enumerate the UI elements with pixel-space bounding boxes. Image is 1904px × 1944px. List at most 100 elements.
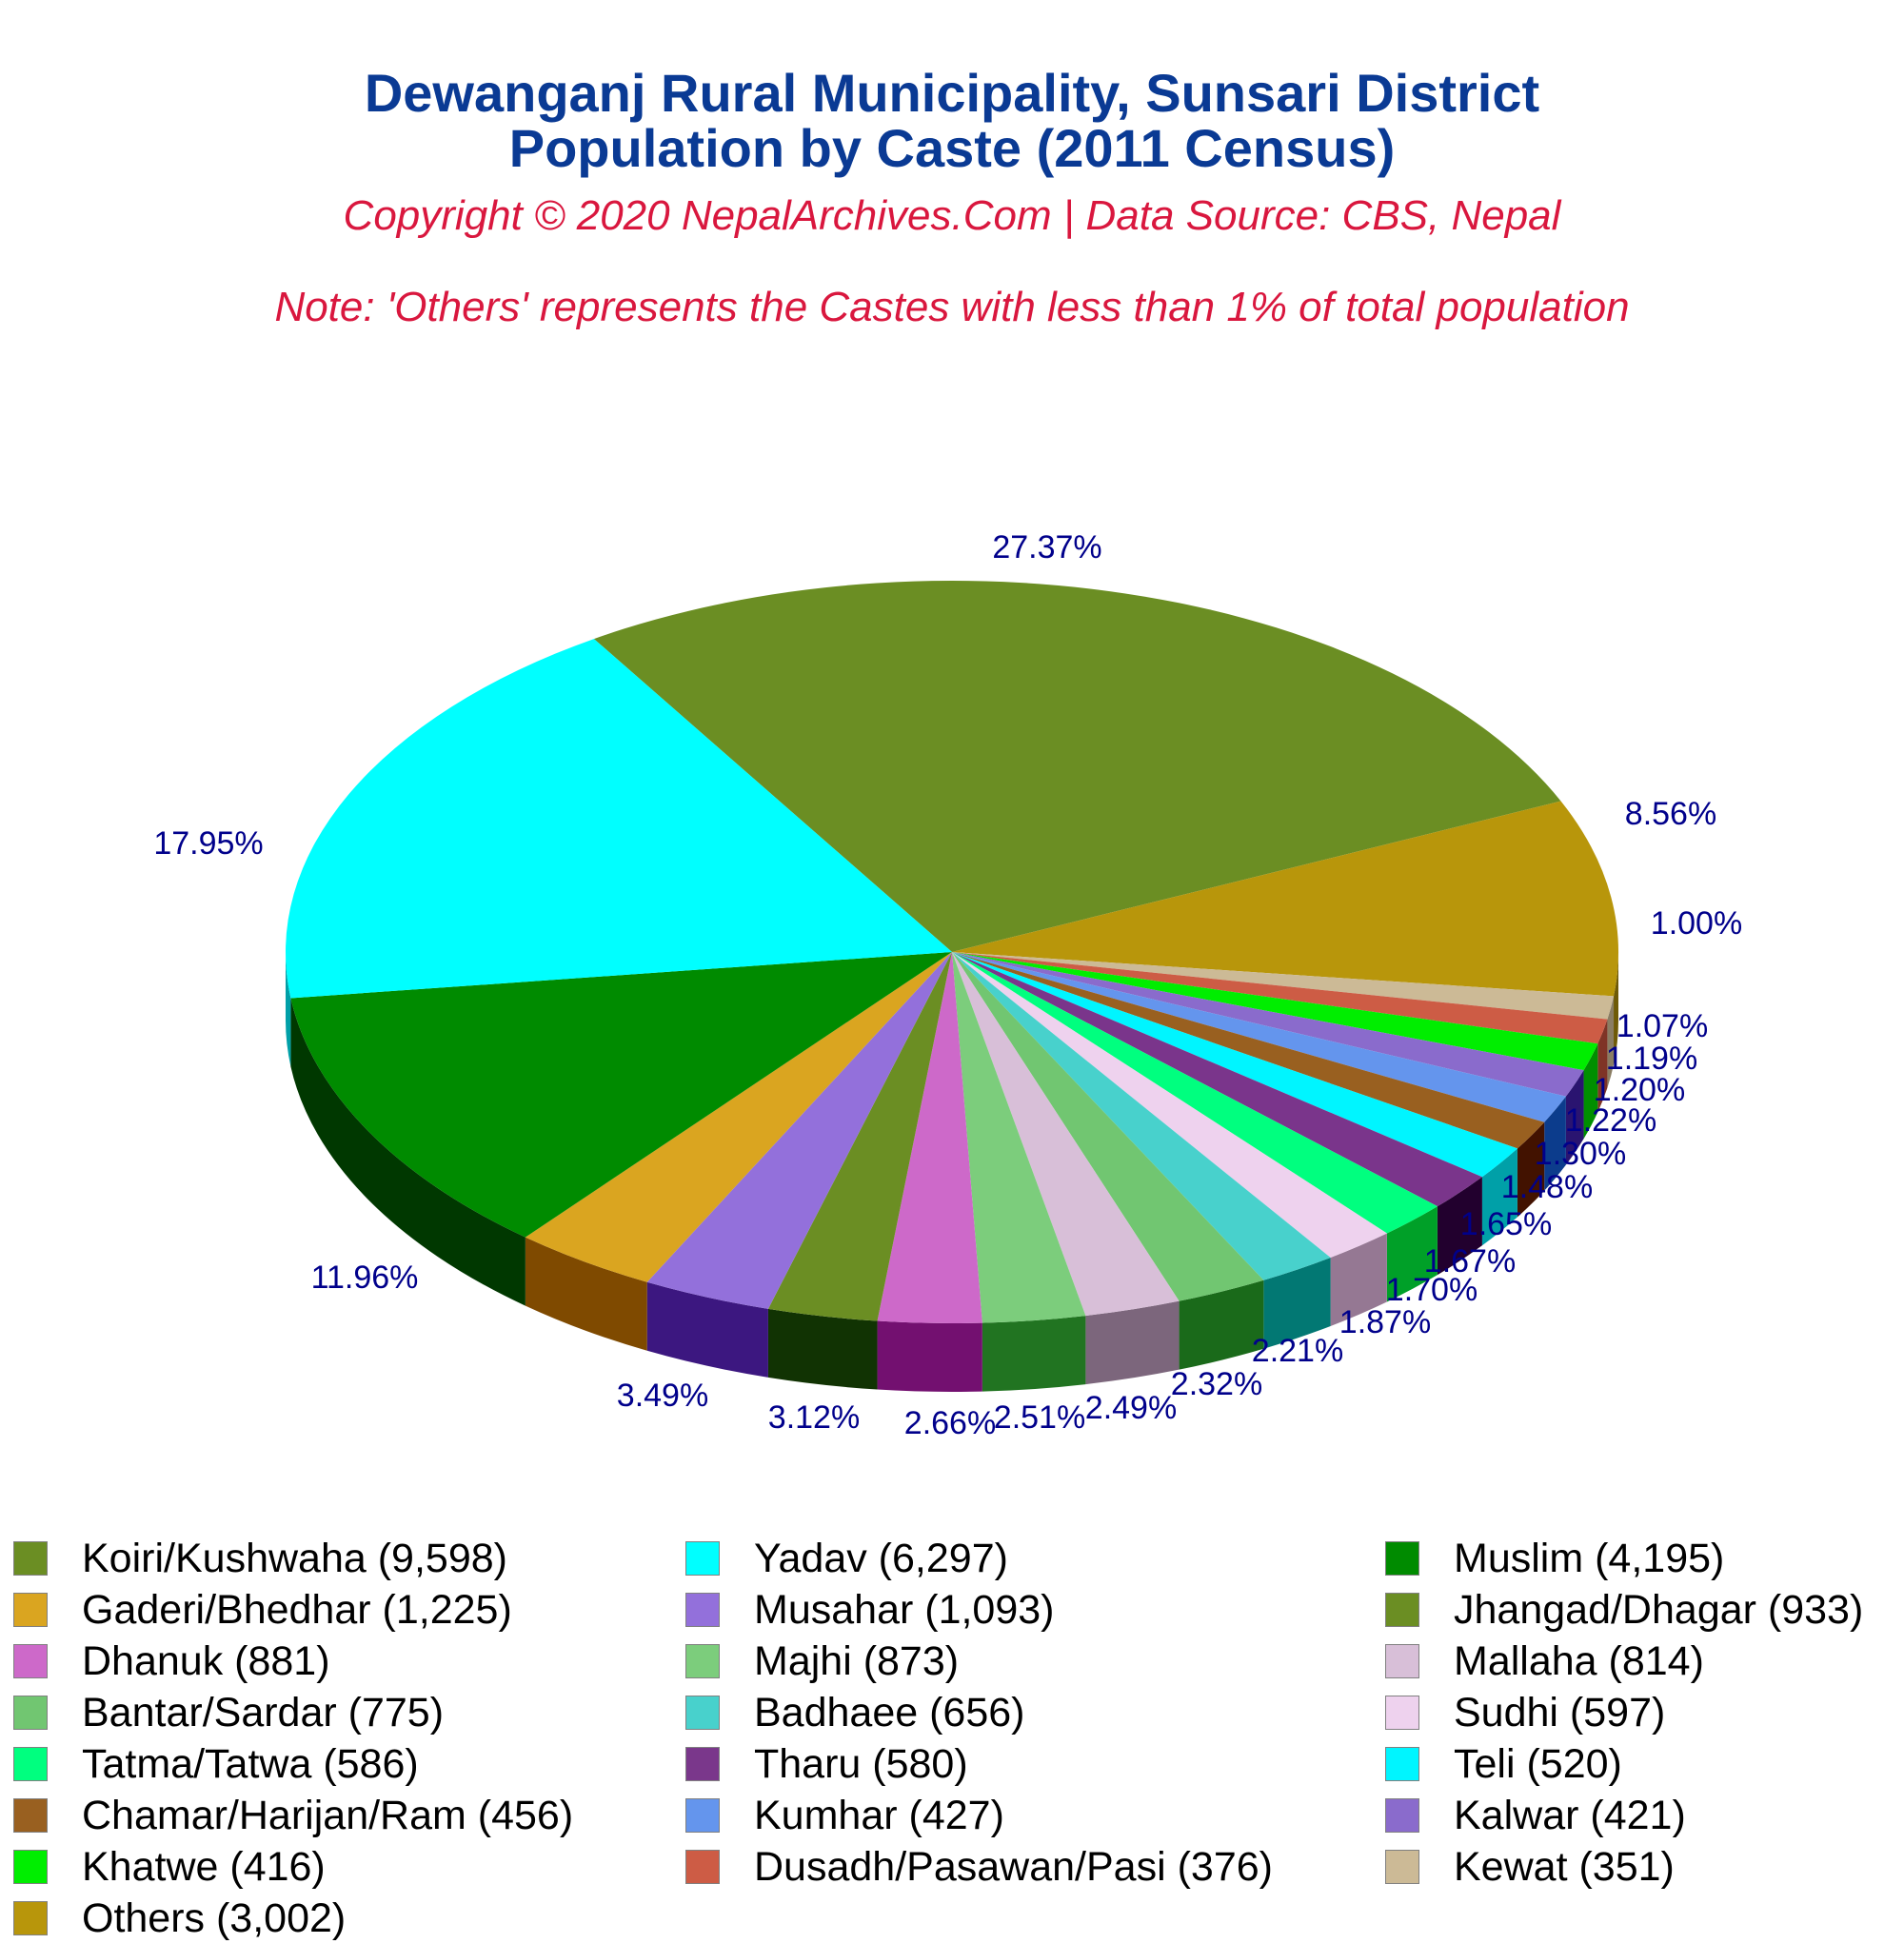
pie-sides	[286, 952, 1618, 1392]
legend-item-kumhar: Kumhar (427)	[685, 1790, 1004, 1841]
legend-label: Muslim (4,195)	[1454, 1535, 1725, 1581]
slice-side-tharu	[1437, 1177, 1482, 1276]
legend-swatch	[13, 1747, 48, 1781]
legend-item-majhi: Majhi (873)	[685, 1636, 959, 1687]
legend-label: Musahar (1,093)	[754, 1586, 1055, 1633]
legend-label: Teli (520)	[1454, 1740, 1622, 1787]
slice-majhi	[952, 952, 1086, 1323]
legend-swatch	[1385, 1541, 1419, 1576]
slice-jhangad-dhagar	[767, 952, 952, 1321]
note-subtitle: Note: 'Others' represents the Castes wit…	[274, 284, 1630, 330]
slice-side-mallaha	[1085, 1300, 1180, 1385]
legend-item-bantar-sardar: Bantar/Sardar (775)	[13, 1687, 444, 1738]
copyright-subtitle: Copyright © 2020 NepalArchives.Com | Dat…	[343, 192, 1561, 239]
slice-gaderi-bhedhar	[525, 952, 952, 1282]
pct-label-dusadh-pasawan-pasi: 1.07%	[1616, 1008, 1708, 1044]
slice-side-others	[1614, 952, 1618, 1065]
pct-label-dhanuk: 2.51%	[994, 1399, 1085, 1436]
slice-side-muslim	[290, 998, 526, 1306]
legend-swatch	[685, 1798, 720, 1833]
pct-label-kewat: 1.00%	[1651, 905, 1742, 942]
slice-side-kewat	[1607, 996, 1615, 1088]
legend-label: Sudhi (597)	[1454, 1689, 1666, 1736]
slice-side-badhaee	[1263, 1257, 1331, 1349]
slice-koiri-kushwaha	[593, 581, 1561, 952]
legend-item-chamar-harijan-ram: Chamar/Harijan/Ram (456)	[13, 1790, 573, 1841]
legend-swatch	[1385, 1593, 1419, 1627]
pct-label-kalwar: 1.20%	[1594, 1072, 1685, 1108]
legend-swatch	[1385, 1798, 1419, 1833]
legend-item-khatwe: Khatwe (416)	[13, 1841, 326, 1893]
legend-label: Others (3,002)	[82, 1894, 347, 1941]
legend-swatch	[13, 1850, 48, 1884]
legend-label: Jhangad/Dhagar (933)	[1454, 1586, 1864, 1633]
pct-label-mallaha: 2.32%	[1171, 1366, 1262, 1402]
legend-item-sudhi: Sudhi (597)	[1385, 1687, 1665, 1738]
legend-label: Yadav (6,297)	[754, 1535, 1008, 1581]
pct-label-bantar-sardar: 2.21%	[1252, 1333, 1343, 1369]
pie-chart: 27.37% 8.56% 1.00% 1.07%1.19%1.20%1.22%1.30…	[153, 529, 1742, 1441]
legend-label: Dusadh/Pasawan/Pasi (376)	[754, 1843, 1273, 1890]
pie-slices	[285, 581, 1618, 1324]
legend-label: Tatma/Tatwa (586)	[82, 1740, 419, 1787]
legend-label: Kumhar (427)	[754, 1792, 1004, 1838]
slice-bantar-sardar	[952, 952, 1264, 1301]
legend-label: Dhanuk (881)	[82, 1637, 330, 1684]
pct-label-yadav: 17.95%	[153, 825, 263, 862]
legend-swatch	[1385, 1850, 1419, 1884]
pct-label-teli: 1.48%	[1501, 1169, 1593, 1205]
legend-swatch	[1385, 1747, 1419, 1781]
legend: Koiri/Kushwaha (9,598) Yadav (6,297) Musli…	[0, 1533, 1904, 1941]
legend-item-dhanuk: Dhanuk (881)	[13, 1636, 330, 1687]
legend-item-musahar: Musahar (1,093)	[685, 1584, 1055, 1636]
pct-label-tatma-tatwa: 1.67%	[1424, 1243, 1516, 1279]
legend-swatch	[13, 1798, 48, 1833]
legend-item-yadav: Yadav (6,297)	[685, 1533, 1008, 1584]
slice-side-chamar-harijan-ram	[1517, 1121, 1545, 1218]
slice-side-dusadh-pasawan-pasi	[1597, 1019, 1608, 1113]
slice-side-yadav	[286, 952, 291, 1067]
pct-label-sudhi: 1.70%	[1386, 1272, 1478, 1308]
legend-item-badhaee: Badhaee (656)	[685, 1687, 1025, 1738]
slice-dusadh-pasawan-pasi	[952, 952, 1608, 1044]
legend-swatch	[13, 1541, 48, 1576]
slice-side-kumhar	[1544, 1096, 1566, 1191]
legend-item-jhangad-dhagar: Jhangad/Dhagar (933)	[1385, 1584, 1863, 1636]
pct-label-kumhar: 1.22%	[1565, 1102, 1656, 1139]
slice-side-musahar	[646, 1281, 768, 1378]
legend-swatch	[13, 1901, 48, 1935]
legend-label: Kalwar (421)	[1454, 1792, 1686, 1838]
legend-item-tharu: Tharu (580)	[685, 1738, 968, 1790]
slice-kalwar	[952, 952, 1584, 1097]
legend-swatch	[685, 1747, 720, 1781]
slice-dhanuk	[877, 952, 982, 1324]
slice-yadav	[285, 639, 952, 999]
legend-label: Bantar/Sardar (775)	[82, 1689, 445, 1736]
legend-item-kewat: Kewat (351)	[1385, 1841, 1675, 1893]
slice-others	[952, 801, 1618, 997]
slice-side-gaderi-bhedhar	[525, 1237, 647, 1351]
legend-item-koiri-kushwaha: Koiri/Kushwaha (9,598)	[13, 1533, 507, 1584]
slice-muslim	[290, 952, 952, 1238]
legend-label: Tharu (580)	[754, 1740, 968, 1787]
legend-swatch	[13, 1696, 48, 1730]
slice-side-khatwe	[1583, 1043, 1598, 1140]
legend-label: Badhaee (656)	[754, 1689, 1025, 1736]
pct-label-muslim: 11.96%	[311, 1260, 419, 1296]
slice-kumhar	[952, 952, 1566, 1122]
legend-label: Khatwe (416)	[82, 1843, 326, 1890]
legend-item-others: Others (3,002)	[13, 1893, 346, 1944]
slice-side-majhi	[982, 1316, 1086, 1392]
legend-item-teli: Teli (520)	[1385, 1738, 1622, 1790]
legend-item-dusadh-pasawan-pasi: Dusadh/Pasawan/Pasi (376)	[685, 1841, 1273, 1893]
legend-label: Majhi (873)	[754, 1637, 960, 1684]
slice-side-kalwar	[1565, 1070, 1584, 1165]
slice-khatwe	[952, 952, 1598, 1071]
legend-swatch	[685, 1644, 720, 1678]
legend-item-mallaha: Mallaha (814)	[1385, 1636, 1704, 1687]
legend-swatch	[1385, 1644, 1419, 1678]
pct-label-badhaee: 1.87%	[1339, 1304, 1431, 1340]
slice-side-tatma-tatwa	[1386, 1206, 1438, 1302]
slice-tatma-tatwa	[952, 952, 1438, 1234]
legend-swatch	[13, 1593, 48, 1627]
